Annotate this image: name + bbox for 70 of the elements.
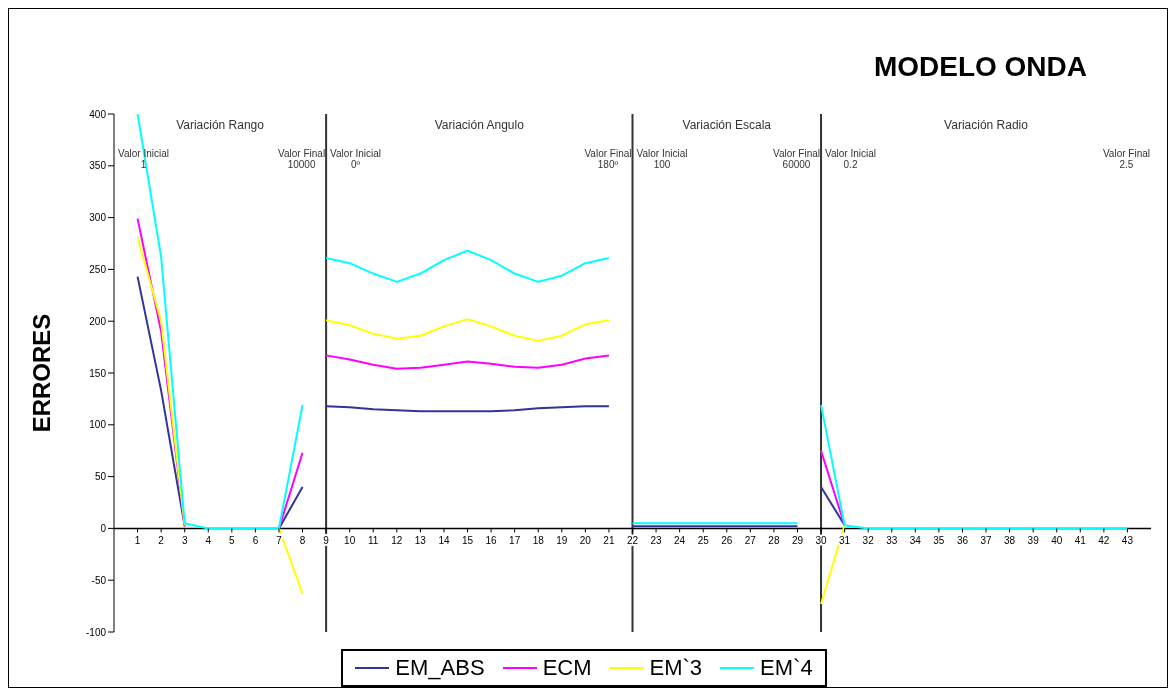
line-series: [325, 249, 610, 283]
x-tick-label: 26: [721, 535, 733, 547]
x-tick-label: 11: [368, 535, 379, 547]
x-tick-label: 38: [1004, 535, 1016, 547]
x-tick-label: 25: [697, 535, 710, 547]
x-tick-label: 4: [205, 535, 212, 547]
x-tick-label: 27: [744, 535, 757, 547]
y-tick-label: 250: [89, 263, 107, 275]
x-tick-label: 21: [603, 535, 615, 547]
x-tick-label: 16: [485, 535, 498, 547]
x-tick-label: 34: [909, 535, 922, 547]
y-tick-label: -50: [91, 574, 107, 586]
annotation: Valor Final 10000: [278, 148, 326, 170]
x-tick-label: 14: [438, 535, 450, 547]
legend-label: EM_ABS: [395, 655, 485, 681]
x-tick-label: 10: [344, 535, 356, 547]
annotation: Valor Final 60000: [772, 148, 821, 170]
x-tick-label: 29: [791, 535, 804, 547]
annotation: Variación Escala: [681, 118, 772, 132]
annotation: Valor Final 2.5: [1102, 148, 1150, 170]
y-tick-label: 150: [89, 367, 107, 379]
annotation: Valor Inicial 0.2: [825, 148, 876, 170]
y-tick-label: 400: [89, 108, 107, 120]
legend-label: EM`4: [760, 655, 813, 681]
x-tick-label: 20: [579, 535, 592, 547]
x-tick-label: 33: [886, 535, 898, 547]
annotation: Valor Inicial 100: [636, 148, 688, 170]
y-tick-label: -100: [85, 626, 107, 638]
y-axis-title: ERRORES: [27, 313, 55, 433]
x-tick-label: 43: [1121, 535, 1134, 547]
chart-title: MODELO ONDA: [873, 51, 1087, 83]
x-tick-label: 12: [391, 535, 403, 547]
x-tick-label: 36: [956, 535, 969, 547]
x-tick-label: 39: [1027, 535, 1040, 547]
legend-label: EM`3: [649, 655, 703, 681]
x-tick-label: 23: [650, 535, 663, 547]
annotation: Variación Angulo: [433, 118, 525, 132]
x-tick-label: 13: [414, 535, 427, 547]
x-tick-label: 32: [862, 535, 875, 547]
x-tick-label: 5: [229, 535, 236, 547]
x-tick-label: 1: [134, 535, 141, 547]
x-tick-label: 8: [299, 535, 306, 547]
annotation: Variación Radio: [943, 118, 1029, 132]
annotation: Valor Final 180º: [584, 148, 632, 170]
x-tick-label: 17: [509, 535, 521, 547]
line-series: [325, 354, 610, 370]
x-tick-label: 2: [158, 535, 165, 547]
annotation: Variación Rango: [175, 118, 265, 132]
y-tick-label: 100: [89, 419, 107, 431]
annotation: Valor Inicial 0º: [330, 148, 382, 170]
y-tick-label: 300: [89, 212, 107, 224]
y-tick-label: 350: [89, 160, 107, 172]
x-tick-label: 37: [980, 535, 993, 547]
y-tick-label: 0: [100, 522, 107, 534]
x-tick-label: 18: [532, 535, 545, 547]
x-tick-label: 35: [933, 535, 945, 547]
line-series: [325, 318, 610, 342]
x-tick-label: 19: [556, 535, 568, 547]
x-tick-label: 7: [276, 535, 283, 547]
x-tick-label: 24: [674, 535, 686, 547]
x-tick-label: 40: [1051, 535, 1063, 547]
x-tick-label: 42: [1098, 535, 1110, 547]
y-tick-label: 200: [89, 315, 107, 327]
x-tick-label: 3: [181, 535, 188, 547]
x-tick-label: 41: [1074, 535, 1087, 547]
x-tick-label: 6: [252, 535, 259, 547]
legend-label: ECM: [542, 655, 592, 681]
y-tick-label: 50: [94, 471, 107, 483]
x-tick-label: 28: [768, 535, 780, 547]
x-tick-label: 15: [461, 535, 474, 547]
